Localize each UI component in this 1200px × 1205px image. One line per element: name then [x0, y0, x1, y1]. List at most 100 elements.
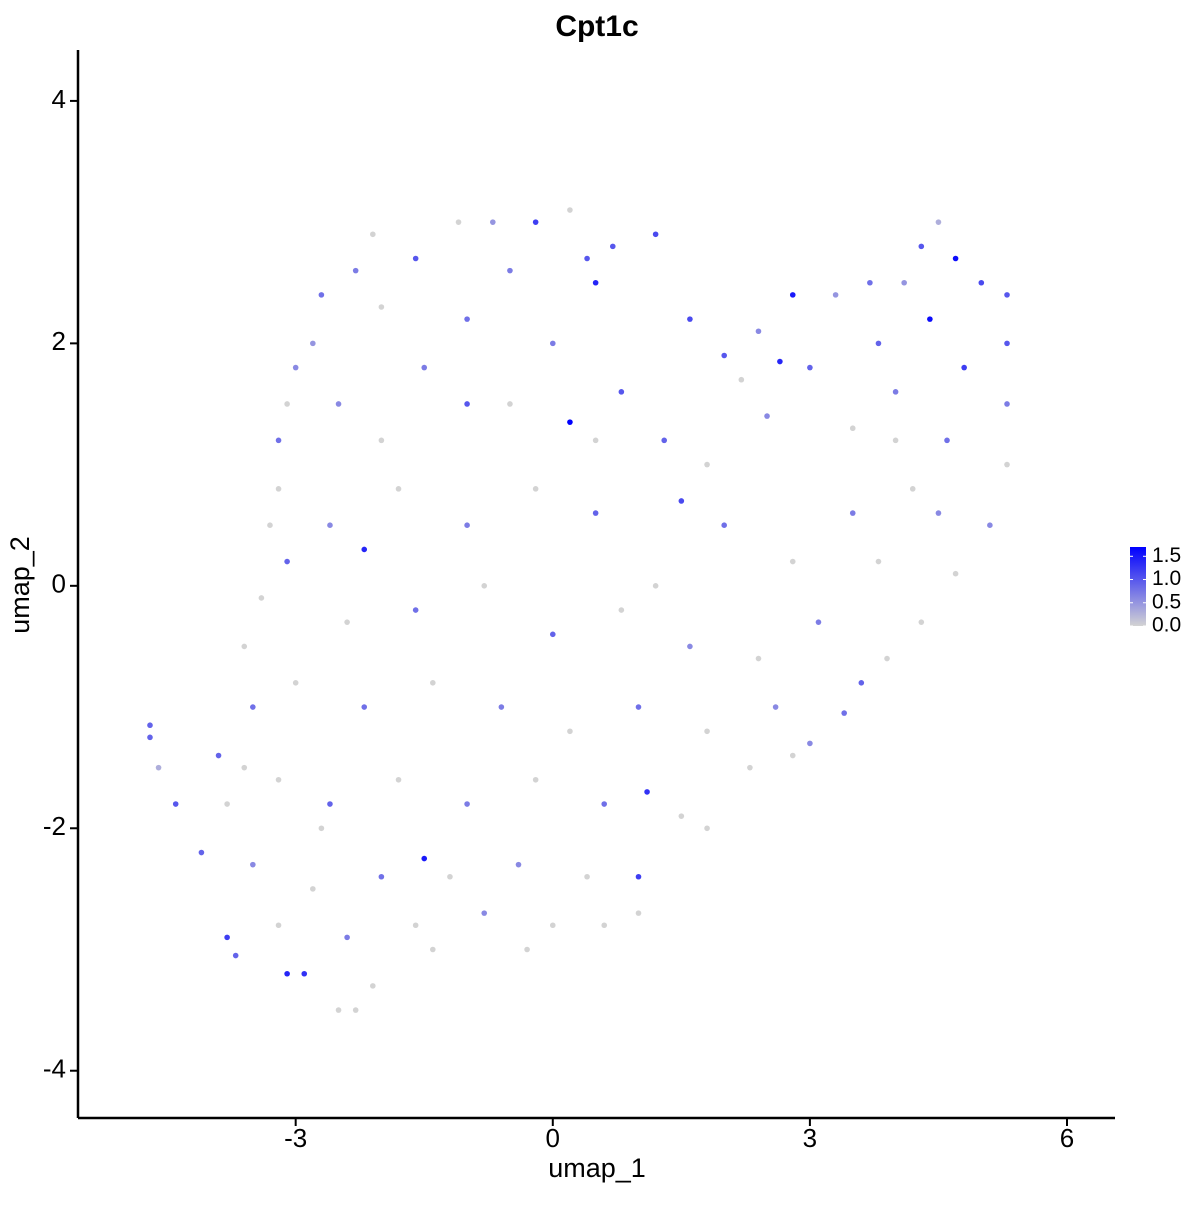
point: [777, 358, 783, 365]
point: [318, 292, 325, 298]
point: [327, 801, 333, 807]
point: [909, 486, 916, 492]
point: [258, 595, 265, 601]
point: [592, 437, 599, 444]
point: [584, 873, 590, 880]
x-tick-label: 6: [1060, 1123, 1074, 1153]
point: [430, 946, 436, 953]
y-tick-label: -2: [43, 811, 66, 841]
point: [935, 219, 942, 225]
point: [275, 922, 282, 929]
point: [532, 776, 539, 783]
point: [395, 486, 402, 492]
point: [224, 801, 230, 807]
point: [335, 401, 342, 407]
point: [892, 437, 899, 444]
point: [549, 631, 556, 638]
point: [755, 328, 762, 335]
point: [275, 437, 282, 444]
point: [464, 522, 470, 529]
point: [944, 437, 950, 444]
point: [532, 486, 539, 492]
point: [481, 910, 488, 916]
point: [275, 486, 282, 492]
point: [361, 546, 368, 553]
point: [747, 764, 753, 771]
point: [764, 413, 770, 419]
colorbar-label: 1.5: [1152, 544, 1181, 567]
y-tick-label: 2: [52, 326, 66, 356]
point: [635, 704, 642, 710]
point: [284, 401, 290, 407]
point: [618, 607, 625, 613]
point: [378, 304, 385, 310]
point: [952, 570, 959, 577]
point: [704, 825, 710, 832]
point: [832, 292, 839, 298]
point: [652, 231, 659, 238]
point: [344, 619, 350, 625]
point: [267, 522, 273, 529]
point: [490, 219, 496, 225]
point: [412, 255, 419, 262]
point: [507, 267, 513, 274]
point: [292, 364, 299, 371]
point: [584, 255, 590, 262]
point: [601, 801, 608, 807]
point: [1004, 401, 1010, 407]
point: [515, 861, 522, 868]
point: [370, 231, 376, 238]
point: [918, 243, 925, 250]
point: [147, 734, 153, 741]
point: [789, 558, 796, 565]
point: [412, 607, 419, 613]
point: [232, 952, 239, 959]
point: [344, 934, 350, 941]
point: [447, 873, 453, 880]
point: [704, 728, 710, 735]
point: [618, 389, 625, 395]
point: [772, 704, 779, 710]
point: [644, 789, 650, 795]
point: [815, 619, 822, 625]
point: [592, 279, 599, 286]
point: [421, 855, 428, 862]
y-tick-label: -4: [43, 1054, 66, 1084]
point: [284, 970, 290, 977]
point: [721, 522, 727, 529]
point: [464, 801, 470, 807]
colorbar: [1130, 547, 1146, 626]
point: [875, 340, 882, 347]
point: [250, 861, 256, 868]
point: [678, 498, 685, 504]
point: [849, 425, 856, 432]
point: [498, 704, 505, 710]
point: [241, 764, 248, 771]
point: [652, 583, 659, 589]
point: [292, 679, 299, 686]
point: [481, 583, 488, 589]
point: [352, 1007, 359, 1013]
point: [858, 679, 865, 686]
point: [789, 752, 796, 759]
point: [215, 752, 222, 759]
point: [155, 764, 162, 771]
point: [678, 813, 685, 819]
point: [370, 983, 376, 989]
point: [884, 655, 890, 662]
point: [567, 419, 573, 425]
point: [867, 279, 873, 286]
point: [284, 558, 290, 565]
point: [721, 352, 727, 359]
colorbar-label: 1.0: [1152, 567, 1181, 590]
point: [147, 722, 153, 729]
point: [318, 825, 325, 832]
point: [327, 522, 333, 529]
point: [224, 934, 230, 941]
point: [275, 776, 282, 783]
point: [755, 655, 762, 662]
point: [661, 437, 668, 444]
point: [687, 316, 693, 322]
point: [609, 243, 616, 250]
point: [841, 710, 847, 716]
